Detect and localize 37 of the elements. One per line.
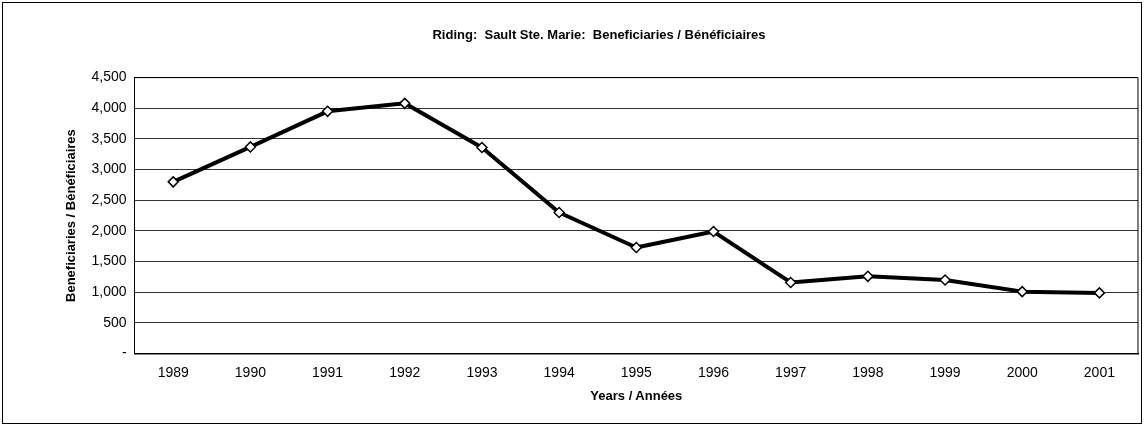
point xyxy=(167,176,179,188)
x-tick-label: 1989 xyxy=(157,363,190,380)
y-axis-title: Beneficiaries / Bénéficiaires xyxy=(63,129,79,302)
x-tick-label: 1993 xyxy=(466,363,498,380)
x-tick-label: 1997 xyxy=(775,363,807,380)
x-tick-label: 1996 xyxy=(697,363,730,380)
point xyxy=(244,141,257,153)
y-tick-label: 3,000 xyxy=(91,160,127,177)
y-tick-label: 2,000 xyxy=(91,221,127,238)
point xyxy=(399,97,411,110)
x-tick-label: 1999 xyxy=(929,363,961,380)
point xyxy=(1016,285,1028,298)
y-tick-label: 1,000 xyxy=(91,283,127,300)
x-tick-label: 1991 xyxy=(312,363,344,380)
x-tick-label: 2000 xyxy=(1006,363,1039,380)
x-tick-label: 1994 xyxy=(543,363,575,380)
point xyxy=(553,206,565,219)
x-tick-label: 1992 xyxy=(389,363,421,380)
x-tick-label: 2001 xyxy=(1083,363,1116,380)
point xyxy=(630,241,643,254)
y-tick-label: 1,500 xyxy=(91,252,127,269)
point xyxy=(476,141,488,154)
point xyxy=(707,225,720,238)
chart-title: Riding: Sault Ste. Marie: Beneficiaries / Bénéficiaires xyxy=(432,27,766,43)
y-tick-label: 2,500 xyxy=(91,191,127,208)
y-tick-label: - xyxy=(121,344,127,361)
x-tick-label: 1998 xyxy=(852,363,884,380)
y-tick-label: 3,500 xyxy=(91,129,127,146)
x-axis-title: Years / Années xyxy=(590,387,683,403)
x-tick-label: 1995 xyxy=(620,363,653,380)
y-tick-label: 500 xyxy=(103,313,127,330)
y-tick-label: 4,000 xyxy=(91,99,127,116)
x-tick-label: 1990 xyxy=(234,363,267,380)
point xyxy=(862,270,874,283)
point xyxy=(939,274,951,286)
y-tick-label: 4,500 xyxy=(91,68,127,85)
point xyxy=(321,105,334,118)
